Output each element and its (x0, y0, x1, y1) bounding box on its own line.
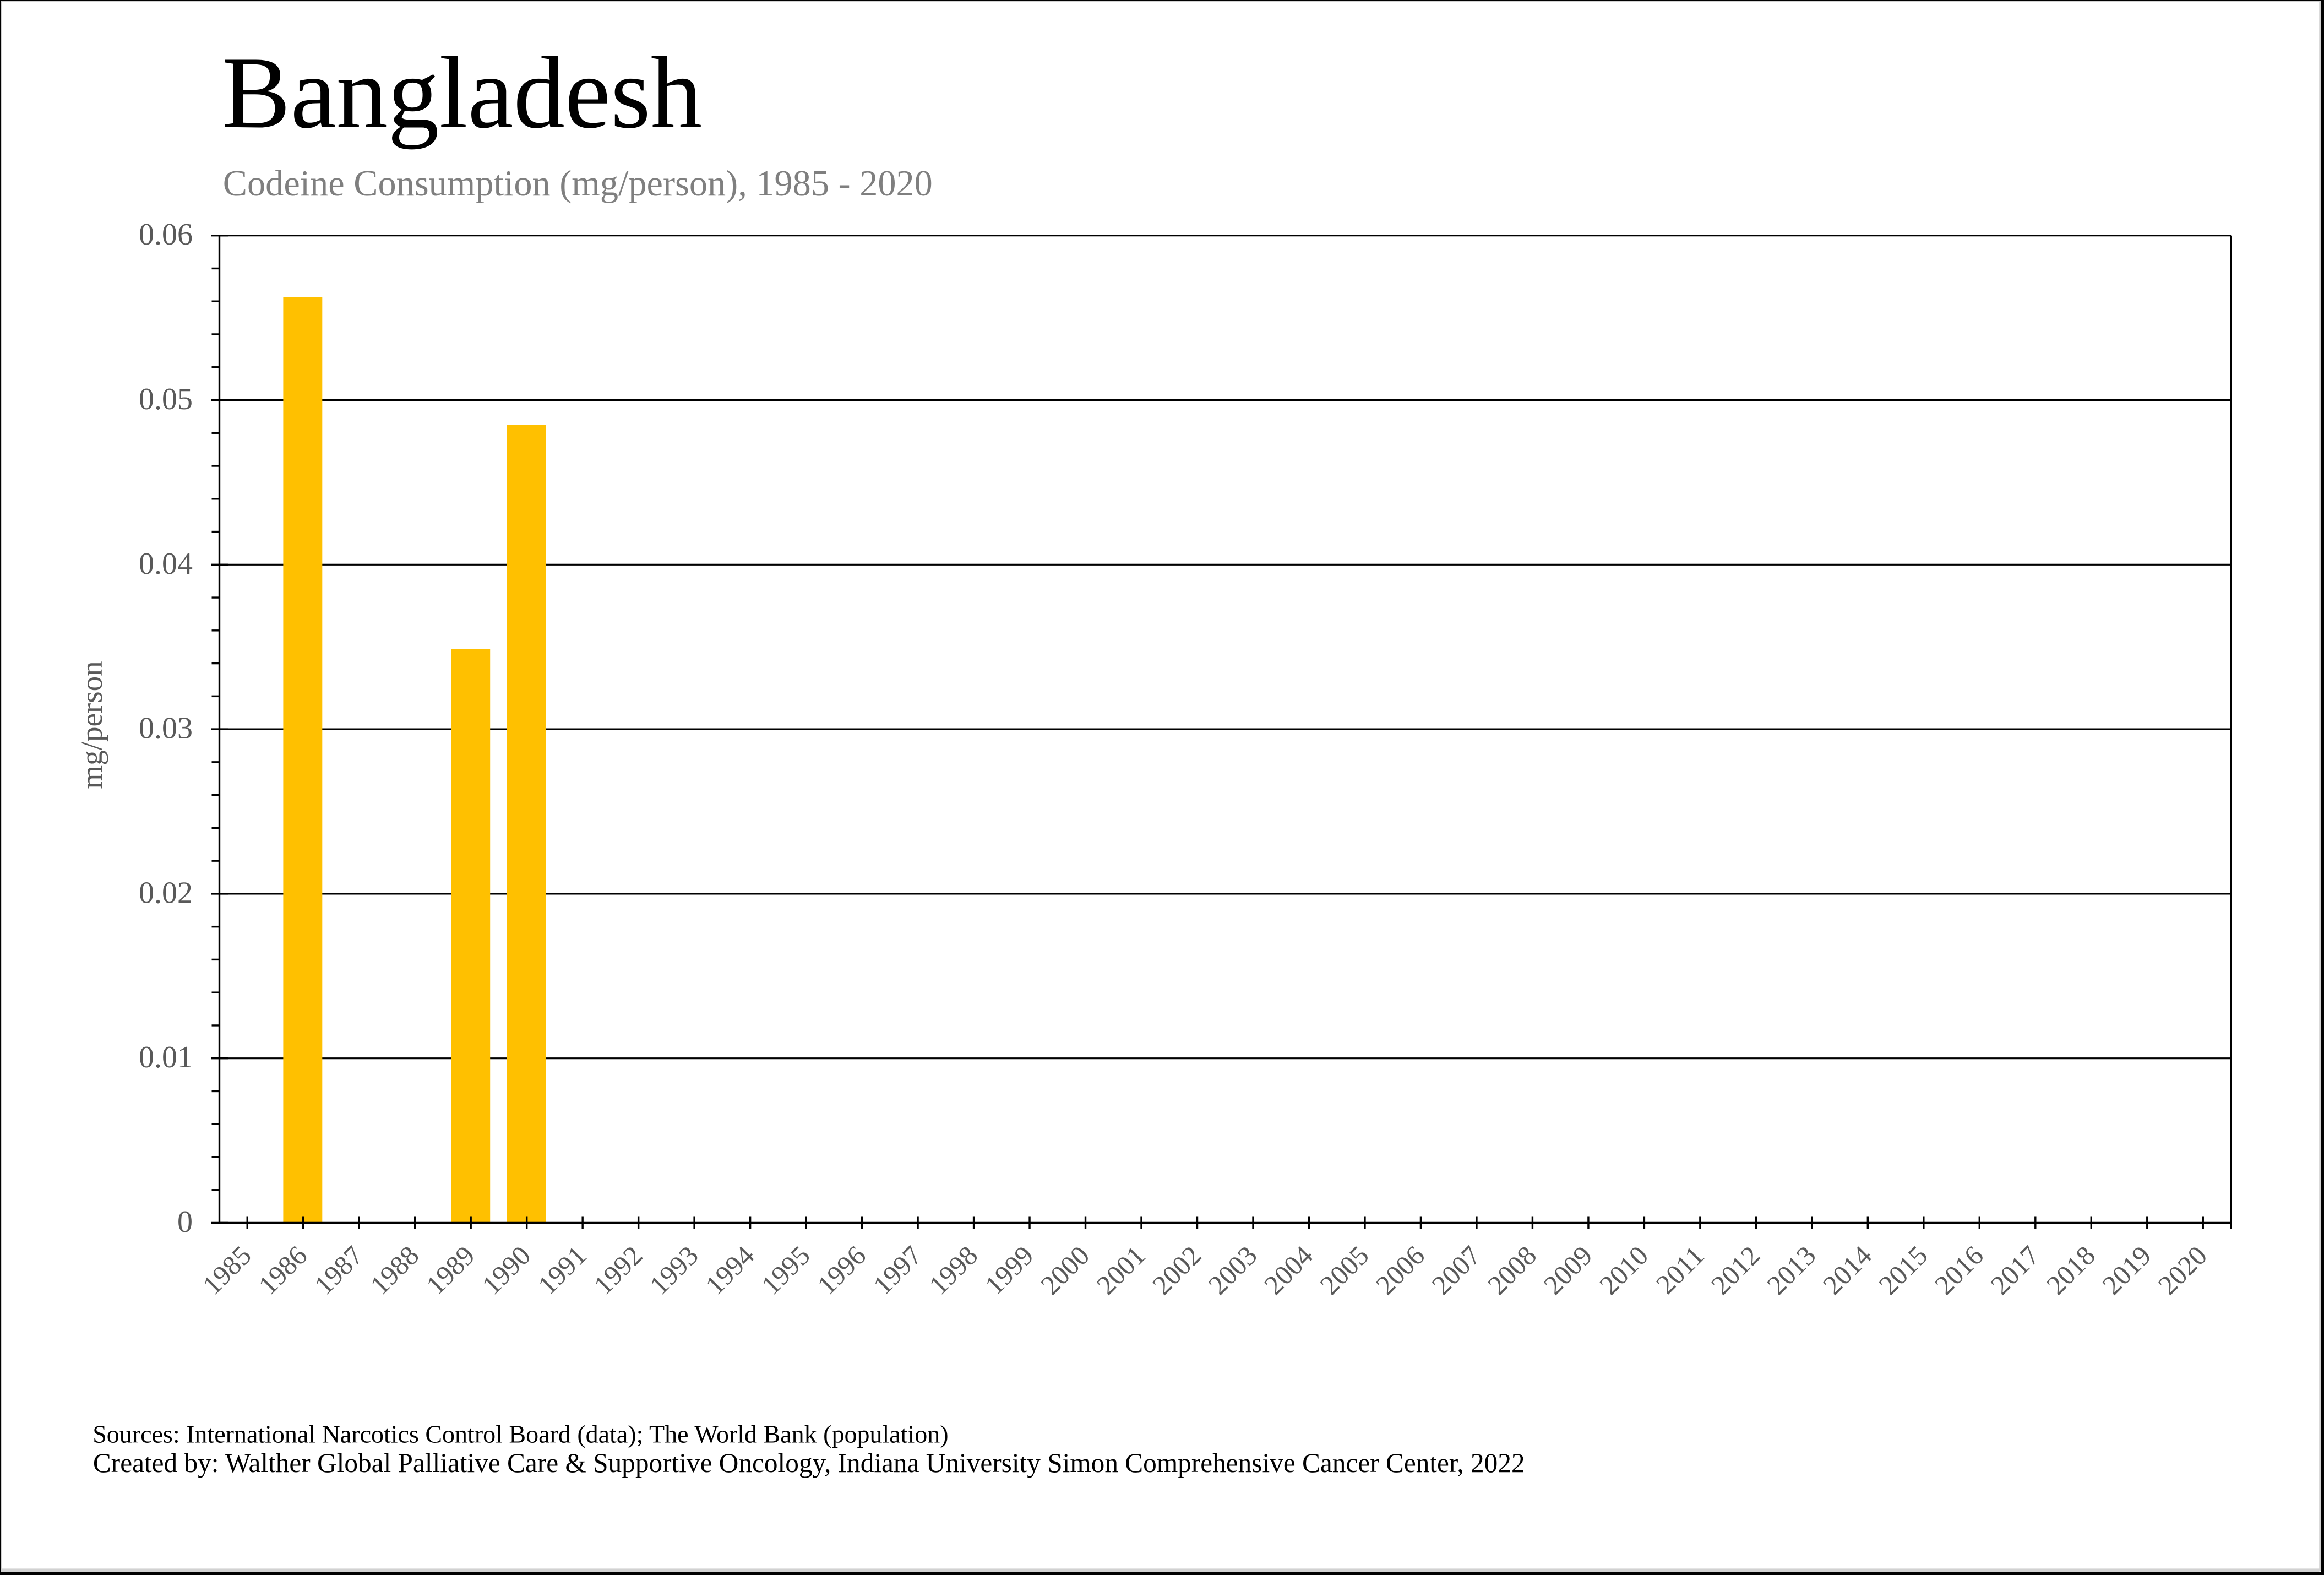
svg-text:0.06: 0.06 (139, 218, 193, 252)
svg-text:0.01: 0.01 (139, 1040, 193, 1074)
svg-text:0: 0 (177, 1205, 193, 1239)
svg-text:0.05: 0.05 (139, 382, 193, 416)
svg-text:Sources: International Narcoti: Sources: International Narcotics Control… (92, 1420, 948, 1448)
svg-text:Created by: Walther Global Pal: Created by: Walther Global Palliative Ca… (93, 1448, 1525, 1478)
svg-text:0.02: 0.02 (139, 876, 193, 910)
svg-text:Bangladesh: Bangladesh (222, 36, 702, 150)
svg-text:mg/person: mg/person (75, 661, 108, 789)
svg-text:Codeine Consumption (mg/person: Codeine Consumption (mg/person), 1985 - … (223, 164, 933, 204)
svg-text:0.04: 0.04 (139, 547, 193, 581)
svg-text:0.03: 0.03 (139, 712, 193, 746)
